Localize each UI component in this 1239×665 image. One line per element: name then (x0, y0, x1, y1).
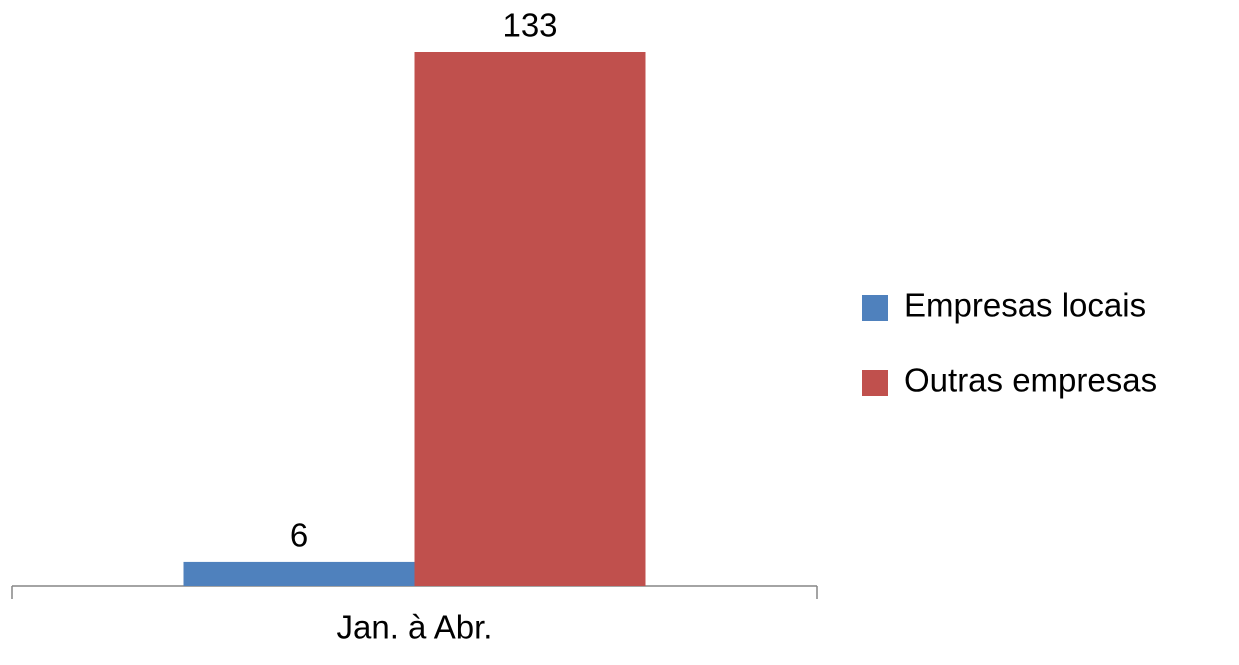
data-label: 6 (290, 517, 308, 554)
legend-swatch (862, 370, 888, 396)
x-tick-label: Jan. à Abr. (337, 609, 493, 646)
legend-label: Outras empresas (904, 362, 1157, 399)
legend-swatch (862, 295, 888, 321)
bar (183, 561, 415, 586)
legend-label: Empresas locais (904, 287, 1146, 324)
data-label: 133 (502, 7, 557, 44)
bar (414, 52, 646, 586)
